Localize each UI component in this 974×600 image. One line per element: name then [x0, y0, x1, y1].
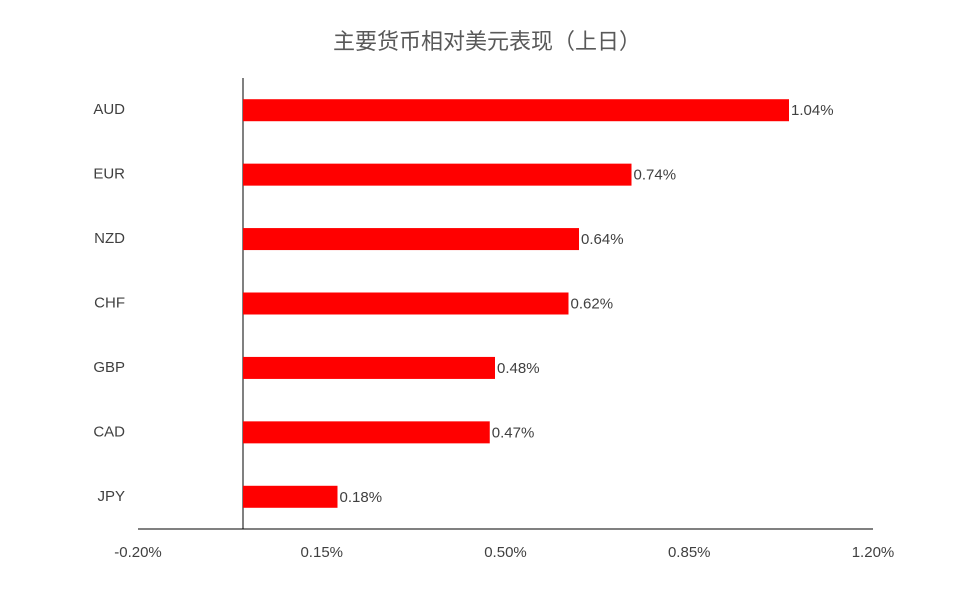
value-label: 1.04%	[791, 102, 834, 119]
bar	[243, 356, 495, 379]
bar	[243, 99, 789, 122]
y-tick-label: EUR	[93, 166, 125, 183]
value-label: 0.64%	[581, 231, 624, 248]
x-tick-label: 0.15%	[300, 544, 343, 561]
bar	[243, 163, 632, 186]
y-tick-label: CHF	[94, 294, 125, 311]
chart-title: 主要货币相对美元表现（上日）	[333, 29, 641, 54]
x-tick-label: 0.85%	[668, 544, 711, 561]
value-label: 0.74%	[634, 167, 677, 184]
x-tick-label: 1.20%	[852, 544, 895, 561]
value-label: 0.62%	[571, 295, 614, 312]
y-tick-label: JPY	[97, 488, 125, 505]
bar	[243, 485, 338, 508]
bar	[243, 421, 490, 444]
y-tick-label: NZD	[94, 230, 125, 247]
x-tick-label: 0.50%	[484, 544, 527, 561]
y-tick-label: AUD	[93, 101, 125, 118]
y-tick-label: CAD	[93, 423, 125, 440]
value-label: 0.48%	[497, 360, 540, 377]
value-label: 0.18%	[340, 489, 383, 506]
bar	[243, 228, 579, 251]
bar	[243, 292, 569, 315]
y-tick-label: GBP	[93, 359, 125, 376]
x-tick-label: -0.20%	[114, 544, 162, 561]
value-label: 0.47%	[492, 424, 535, 441]
